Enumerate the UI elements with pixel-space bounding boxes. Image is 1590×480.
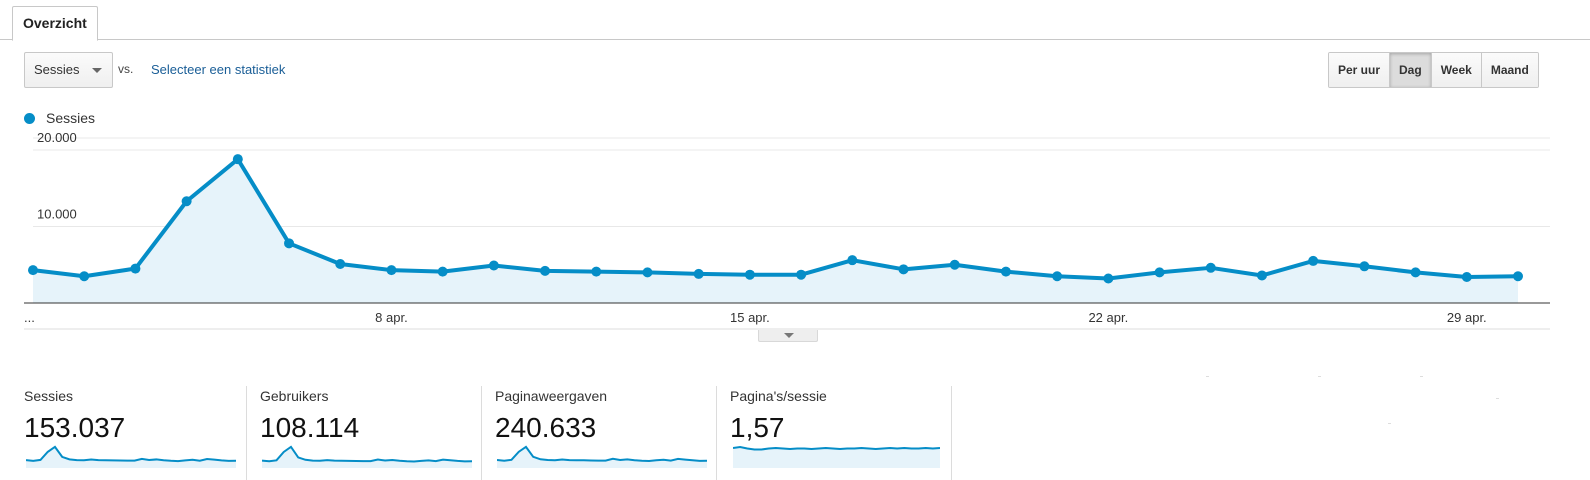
data-point — [232, 154, 243, 165]
data-point — [1154, 267, 1165, 278]
data-point — [1205, 262, 1216, 273]
scorecard-label: Sessies — [24, 388, 74, 404]
sparkline-line — [733, 445, 940, 451]
sparkline — [262, 445, 472, 468]
scorecard-gebruikers[interactable]: Gebruikers 108.114 — [246, 386, 482, 480]
vs-label: vs. — [118, 62, 134, 76]
sparkline — [497, 445, 707, 468]
scorecard-paginaweergaven[interactable]: Paginaweergaven 240.633 — [481, 386, 717, 480]
data-point — [1359, 261, 1370, 272]
data-point — [1000, 266, 1011, 277]
sessions-line-chart[interactable]: 10.000 20.000... 8 apr. 15 apr. 22 apr. 29 ap… — [0, 130, 1560, 330]
legend-label: Sessies — [46, 110, 96, 126]
data-point — [949, 259, 960, 270]
y-tick-label: 10.000 — [37, 207, 77, 222]
y-tick-label: 20.000 — [37, 130, 77, 145]
data-point — [1256, 270, 1267, 281]
scorecard-label: Paginaweergaven — [495, 388, 608, 404]
sparkline-line — [262, 445, 472, 463]
metric-select-value: Sessies — [34, 62, 80, 77]
scorecard-value: 1,57 — [730, 412, 785, 443]
caret-down-icon — [784, 333, 794, 338]
data-point — [1103, 273, 1114, 284]
scorecard-sessies[interactable]: Sessies 153.037 — [24, 386, 246, 480]
data-point — [1513, 271, 1523, 282]
sparkline-line — [497, 445, 707, 463]
data-point — [796, 269, 807, 280]
data-point — [437, 266, 448, 277]
tab-overzicht[interactable]: Overzicht — [12, 6, 98, 41]
granularity-month-button[interactable]: Maand — [1480, 53, 1538, 87]
granularity-week-button[interactable]: Week — [1430, 53, 1481, 87]
series-line-sessies — [32, 157, 1519, 281]
data-point — [642, 267, 653, 278]
data-point — [1461, 271, 1472, 282]
sparkline — [26, 445, 236, 468]
series-area — [33, 159, 1518, 303]
chevron-down-icon — [92, 68, 102, 73]
scorecard-value: 240.633 — [495, 412, 597, 443]
data-point — [28, 265, 38, 276]
sparkline-area — [497, 446, 707, 468]
granularity-day-button[interactable]: Dag — [1389, 53, 1431, 87]
x-tick-label: ... — [24, 310, 35, 325]
sparkline-line — [26, 445, 236, 463]
data-point — [898, 264, 909, 275]
scorecard-label: Gebruikers — [260, 388, 329, 404]
scorecard-paginas-per-sessie[interactable]: Pagina's/sessie 1,57 — [716, 386, 952, 480]
sparkline-area — [26, 446, 236, 468]
granularity-hour-button[interactable]: Per uur — [1329, 53, 1390, 87]
sparkline-area — [262, 446, 472, 468]
data-point — [591, 266, 602, 277]
sparkline — [733, 445, 940, 468]
data-point — [79, 271, 90, 282]
scorecard-value: 153.037 — [24, 412, 126, 443]
x-tick-label: 29 apr. — [1447, 310, 1487, 325]
tab-strip: Overzicht — [0, 0, 1590, 41]
granularity-toggle: Per uur Dag Week Maand — [1328, 52, 1539, 88]
data-point — [847, 255, 858, 266]
sparkline-area — [733, 447, 940, 468]
metric-select[interactable]: Sessies — [24, 52, 113, 88]
x-tick-label: 15 apr. — [730, 310, 770, 325]
data-point — [488, 260, 499, 271]
x-tick-label: 8 apr. — [375, 310, 408, 325]
scorecard-value: 108.114 — [260, 412, 360, 443]
data-point — [1052, 271, 1063, 282]
data-point — [540, 265, 551, 276]
scorecard-label: Pagina's/sessie — [730, 388, 827, 404]
data-point — [1410, 267, 1421, 278]
chart-legend: Sessies — [24, 110, 95, 126]
data-point — [1308, 255, 1319, 266]
legend-dot-icon — [24, 112, 35, 124]
data-point — [181, 196, 192, 207]
data-point — [335, 258, 346, 269]
data-point — [130, 263, 141, 274]
x-tick-label: 22 apr. — [1088, 310, 1128, 325]
compare-metric-link[interactable]: Selecteer een statistiek — [151, 62, 286, 77]
chart-collapse-handle[interactable] — [758, 330, 818, 342]
data-point — [693, 268, 704, 279]
data-point — [744, 269, 755, 280]
data-point — [386, 265, 397, 276]
data-point — [284, 238, 295, 249]
